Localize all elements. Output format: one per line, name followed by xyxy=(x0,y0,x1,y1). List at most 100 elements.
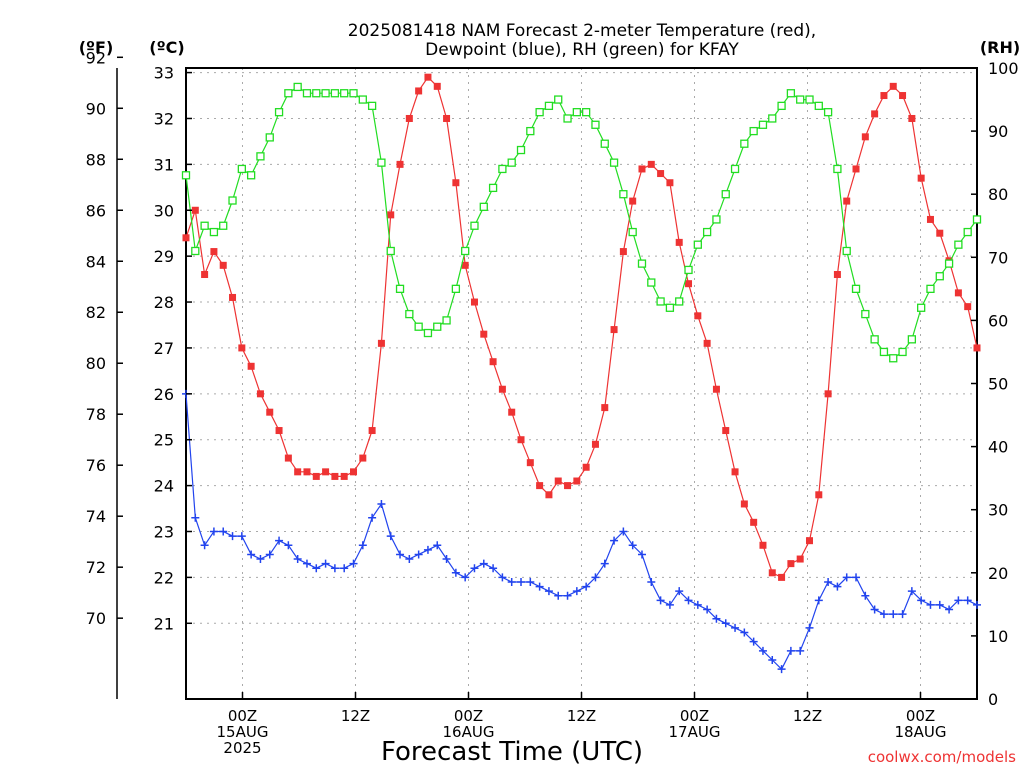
rh-point xyxy=(898,347,907,357)
dewpoint-point xyxy=(377,499,386,508)
fahrenheit-tick-label: 86 xyxy=(86,201,106,220)
dewpoint-point xyxy=(451,568,460,577)
rh-point xyxy=(246,171,256,180)
dewpoint-point xyxy=(470,564,479,573)
rh-point xyxy=(861,309,870,319)
x-tick-label: 12Z xyxy=(341,707,370,725)
rh-point xyxy=(926,284,935,294)
rh-point xyxy=(535,108,544,117)
rh-point xyxy=(526,126,535,136)
x-tick-label: 00Z xyxy=(454,707,483,725)
rh-point xyxy=(768,114,777,123)
dewpoint-point xyxy=(591,573,600,582)
rh-point xyxy=(516,145,526,155)
x-tick-label: 2025 xyxy=(223,739,261,757)
dewpoint-point xyxy=(619,527,628,536)
dewpoint-point xyxy=(461,573,470,582)
dewpoint-point xyxy=(312,564,321,573)
x-tick-label: 12Z xyxy=(793,707,822,725)
rh-tick-label: 90 xyxy=(988,122,1008,141)
dewpoint-point xyxy=(228,532,237,541)
temperature-point xyxy=(936,229,944,237)
rh-point xyxy=(786,89,796,98)
temperature-point xyxy=(703,339,711,347)
temperature-point xyxy=(229,293,237,301)
dewpoint-point xyxy=(358,541,367,550)
temperature-point xyxy=(638,165,646,173)
fahrenheit-tick-label: 84 xyxy=(86,252,106,271)
celsius-tick-label: 29 xyxy=(154,247,174,266)
rh-point xyxy=(814,101,823,111)
rh-point xyxy=(907,335,917,344)
temperature-point xyxy=(284,454,292,462)
temperature-point xyxy=(619,248,627,256)
rh-point xyxy=(219,221,228,230)
temperature-point xyxy=(377,339,385,347)
dewpoint-point xyxy=(898,610,907,619)
rh-point xyxy=(796,95,805,104)
dewpoint-point xyxy=(740,628,749,637)
axis-ticks: 21 22 23 24 25 26 27 28 29 30 31 32 33 70 72 74 76 78 80 82… xyxy=(86,48,1019,757)
x-axis-title: Forecast Time (UTC) xyxy=(381,737,643,767)
celsius-tick-label: 23 xyxy=(154,522,174,541)
dewpoint-point xyxy=(554,591,563,600)
rh-point xyxy=(479,202,488,211)
rh-point xyxy=(833,164,842,174)
temperature-point xyxy=(350,468,358,476)
dewpoint-point xyxy=(572,587,581,596)
fahrenheit-tick-label: 92 xyxy=(86,48,106,67)
dewpoint-point xyxy=(703,605,712,614)
rh-point xyxy=(702,227,712,237)
dewpoint-point xyxy=(582,582,591,591)
rh-point xyxy=(507,158,516,167)
temperature-point xyxy=(843,197,851,205)
temperature-point xyxy=(759,541,767,549)
rh-point xyxy=(451,284,461,294)
temperature-point xyxy=(256,390,264,398)
rh-point xyxy=(572,108,581,117)
rh-point xyxy=(712,215,721,224)
rh-point xyxy=(758,120,768,129)
celsius-tick-label: 25 xyxy=(154,431,174,450)
rh-point xyxy=(721,190,730,199)
rh-point xyxy=(591,120,600,129)
rh-tick-label: 100 xyxy=(988,59,1019,78)
temperature-point xyxy=(405,114,413,122)
dewpoint-point xyxy=(973,600,981,609)
temperature-point xyxy=(545,491,553,499)
dewpoint-point xyxy=(489,564,498,573)
rh-point xyxy=(582,108,591,117)
temperature-point xyxy=(954,289,962,297)
dewpoint-point xyxy=(647,577,656,586)
celsius-tick-label: 31 xyxy=(154,155,174,174)
rh-point xyxy=(889,354,898,363)
temperature-point xyxy=(647,160,655,168)
temperature-point xyxy=(601,404,609,412)
rh-point xyxy=(423,328,433,338)
dewpoint-point xyxy=(889,610,898,619)
x-tick-label: 17AUG xyxy=(669,723,721,741)
temperature-point xyxy=(880,92,888,100)
rh-point xyxy=(284,89,293,98)
rh-point xyxy=(274,108,284,117)
temperature-point xyxy=(331,472,339,480)
celsius-tick-label: 27 xyxy=(154,339,174,358)
dewpoint-point xyxy=(749,637,758,646)
temperature-point xyxy=(461,261,469,269)
dewpoint-point xyxy=(731,623,740,632)
temperature-point xyxy=(675,238,683,246)
temperature-point xyxy=(415,87,423,95)
rh-tick-label: 60 xyxy=(988,311,1008,330)
rh-point xyxy=(963,227,972,237)
rh-point xyxy=(470,221,479,230)
dewpoint-point xyxy=(861,591,870,600)
temperature-point xyxy=(722,427,730,435)
rh-point xyxy=(312,89,321,98)
dewpoint-point xyxy=(610,536,619,545)
rh-point xyxy=(293,82,302,92)
rh-unit-label: (RH) xyxy=(980,38,1020,57)
celsius-tick-label: 30 xyxy=(154,201,174,220)
dewpoint-point xyxy=(842,573,851,582)
dewpoint-point xyxy=(526,577,535,586)
temperature-point xyxy=(805,537,813,545)
